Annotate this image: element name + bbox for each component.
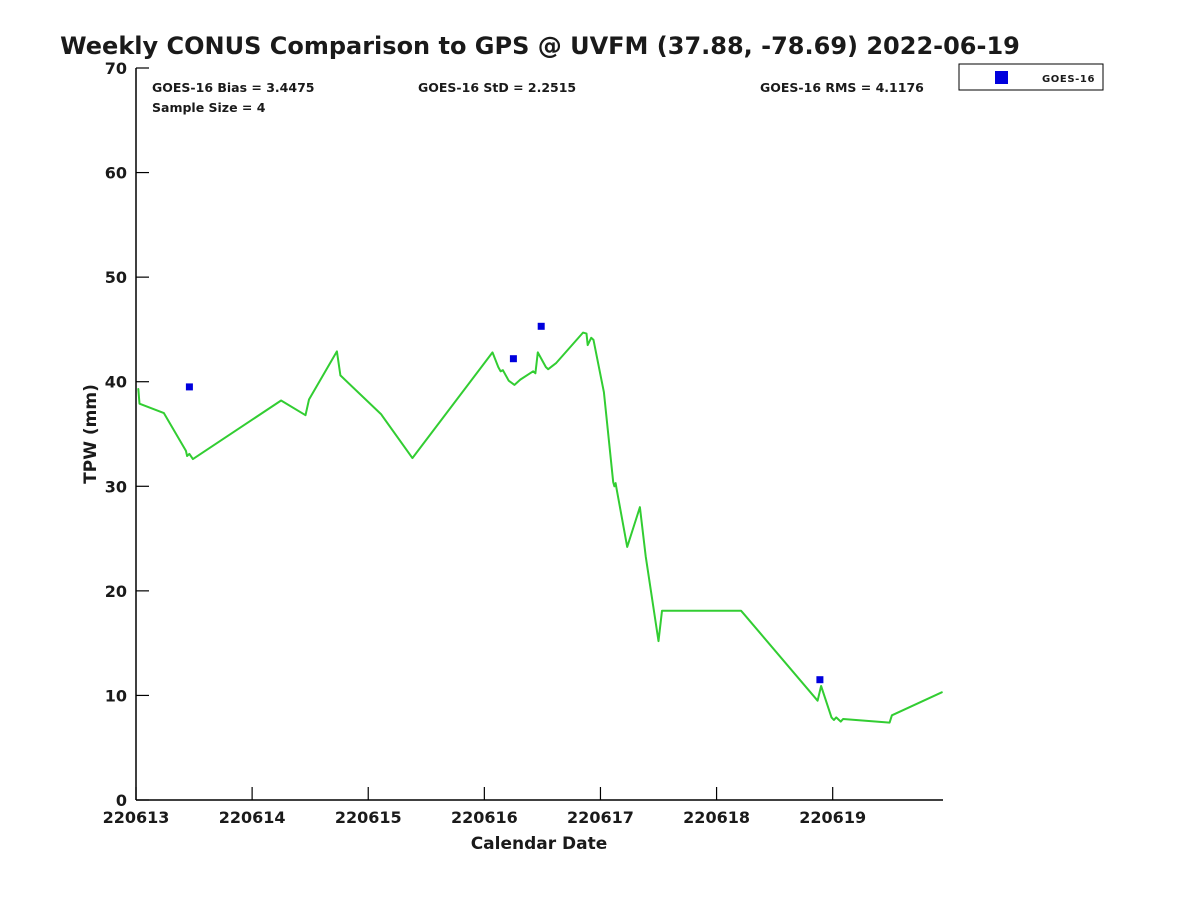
x-tick-label: 220613	[103, 808, 170, 827]
x-axis-label: Calendar Date	[471, 834, 608, 854]
x-tick-label: 220619	[799, 808, 866, 827]
x-tick-label: 220615	[335, 808, 402, 827]
x-tick-label: 220618	[683, 808, 750, 827]
y-tick-label: 20	[105, 582, 127, 601]
y-tick-label: 0	[116, 791, 127, 810]
y-axis-label: TPW (mm)	[81, 384, 101, 484]
legend: GOES-16	[958, 63, 1104, 91]
x-tick-label: 220617	[567, 808, 634, 827]
y-tick-label: 70	[105, 59, 127, 78]
goes16-point	[537, 322, 545, 330]
legend-marker-square-icon	[995, 71, 1008, 84]
stat-rms: GOES-16 RMS = 4.1176	[760, 80, 924, 95]
goes16-point	[185, 383, 193, 391]
stat-sample-size: Sample Size = 4	[152, 100, 266, 115]
gps-line	[137, 331, 943, 724]
y-tick-label: 50	[105, 268, 127, 287]
x-tick-label: 220616	[451, 808, 518, 827]
goes16-point	[509, 355, 517, 363]
y-tick-label: 40	[105, 373, 127, 392]
y-tick-label: 10	[105, 686, 127, 705]
stat-std: GOES-16 StD = 2.2515	[418, 80, 576, 95]
axes-layer: 220613 220614 220615 220616 220617 220618 2206…	[103, 59, 943, 827]
y-tick-label: 60	[105, 164, 127, 183]
y-tick-label: 30	[105, 477, 127, 496]
goes16-point	[816, 676, 824, 684]
stat-bias: GOES-16 Bias = 3.4475	[152, 80, 314, 95]
data-layer	[137, 322, 943, 724]
x-tick-label: 220614	[219, 808, 286, 827]
legend-box	[958, 63, 1104, 91]
legend-label-goes16: GOES-16	[1042, 74, 1095, 85]
chart-title: Weekly CONUS Comparison to GPS @ UVFM (3…	[60, 32, 1020, 60]
